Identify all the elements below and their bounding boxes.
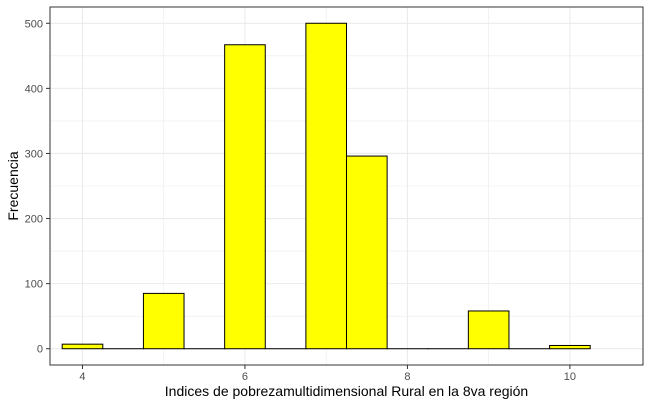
histogram-bar xyxy=(61,343,104,350)
histogram-bars xyxy=(61,22,591,350)
x-tick-label: 6 xyxy=(242,371,248,383)
y-axis-ticks: 0 100 200 300 400 500 xyxy=(25,18,50,356)
histogram-bar xyxy=(305,22,348,350)
histogram-bar xyxy=(142,292,185,350)
y-tick-label: 0 xyxy=(37,344,43,356)
y-tick-label: 300 xyxy=(25,148,43,160)
x-tick-label: 4 xyxy=(79,371,85,383)
x-axis-ticks: 4 6 8 10 xyxy=(79,365,576,383)
y-axis-title: Frecuencia xyxy=(5,151,21,220)
histogram-bar xyxy=(224,44,266,350)
y-tick-label: 400 xyxy=(25,83,43,95)
y-tick-label: 500 xyxy=(25,18,43,30)
histogram-bar xyxy=(467,310,510,350)
x-tick-label: 8 xyxy=(404,371,410,383)
histogram-bar xyxy=(549,344,591,350)
x-tick-label: 10 xyxy=(564,371,576,383)
panel-border xyxy=(49,6,644,366)
y-tick-label: 100 xyxy=(25,279,43,291)
x-axis-title: Indices de pobrezamultidimensional Rural… xyxy=(165,383,528,399)
y-tick-label: 200 xyxy=(25,214,43,226)
histogram-bar xyxy=(346,155,388,350)
